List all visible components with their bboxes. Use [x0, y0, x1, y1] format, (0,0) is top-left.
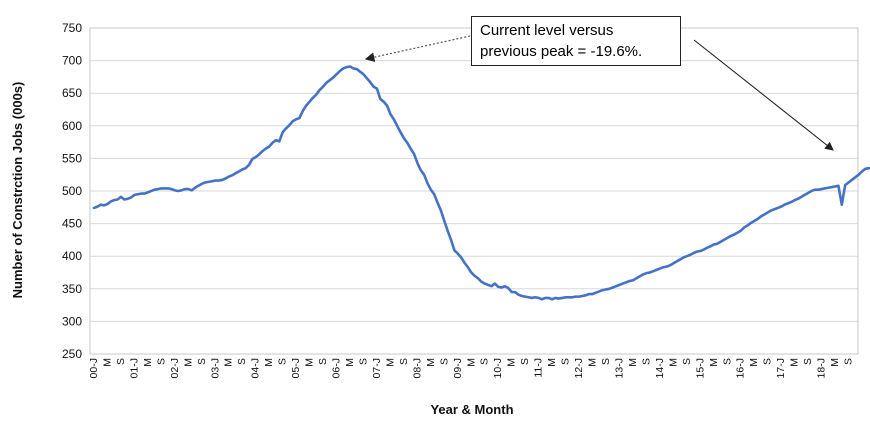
x-tick-label: M [708, 358, 720, 367]
x-tick-label: 12-J [573, 358, 585, 378]
x-tick-label: 07-J [371, 358, 383, 378]
x-tick-label: M [344, 358, 356, 367]
annotation-arrow-to-current [693, 39, 834, 151]
x-tick-label: 01-J [128, 358, 140, 378]
x-tick-label: S [640, 358, 652, 365]
x-tick-label: M [829, 358, 841, 367]
x-tick-label: M [142, 358, 154, 367]
x-tick-label: 04-J [250, 358, 262, 378]
x-axis-title: Year & Month [430, 402, 513, 417]
x-tick-label: S [802, 358, 814, 365]
y-axis-title: Number of Constrction Jobs (000s) [10, 82, 25, 299]
x-tick-label: 18-J [816, 358, 828, 378]
x-tick-label: M [506, 358, 518, 367]
y-tick-label: 300 [62, 314, 82, 328]
x-tick-label: S [155, 358, 167, 365]
x-tick-label: M [102, 358, 114, 367]
x-tick-label: 13-J [614, 358, 626, 378]
x-tick-label: S [196, 358, 208, 365]
x-tick-label: S [762, 358, 774, 365]
x-tick-label: 05-J [290, 358, 302, 378]
x-tick-label: M [304, 358, 316, 367]
x-tick-label: M [182, 358, 194, 367]
x-tick-label: S [519, 358, 531, 365]
x-tick-label: 06-J [331, 358, 343, 378]
x-tick-label: S [843, 358, 855, 365]
x-tick-label: S [115, 358, 127, 365]
y-tick-label: 350 [62, 282, 82, 296]
x-tick-label: 03-J [209, 358, 221, 378]
x-tick-label: 00-J [88, 358, 100, 378]
x-tick-label: S [600, 358, 612, 365]
y-tick-label: 450 [62, 217, 82, 231]
annotation-text-line2: previous peak = -19.6%. [480, 43, 643, 60]
x-tick-label: M [667, 358, 679, 367]
x-tick-label: 02-J [169, 358, 181, 378]
x-tick-label: S [560, 358, 572, 365]
x-tick-label: M [587, 358, 599, 367]
x-tick-label: S [317, 358, 329, 365]
x-tick-label: 17-J [775, 358, 787, 378]
x-tick-label: S [721, 358, 733, 365]
x-tick-label: M [425, 358, 437, 367]
x-tick-label: S [236, 358, 248, 365]
y-tick-label: 650 [62, 86, 82, 100]
series-line-construction-jobs [92, 65, 870, 301]
x-tick-label: S [277, 358, 289, 365]
x-tick-label: 10-J [492, 358, 504, 378]
annotation-box: Current level versus previous peak = -19… [471, 16, 681, 66]
x-tick-label: M [789, 358, 801, 367]
y-tick-label: 250 [62, 347, 82, 361]
annotation-arrow-to-peak [364, 35, 471, 62]
x-tick-label: M [465, 358, 477, 367]
x-tick-label: 08-J [411, 358, 423, 378]
x-tick-label: 14-J [654, 358, 666, 378]
gridlines [90, 27, 858, 355]
x-tick-label: 15-J [694, 358, 706, 378]
y-tick-label: 700 [62, 54, 82, 68]
y-tick-label: 750 [62, 21, 82, 35]
x-tick-label: S [681, 358, 693, 365]
x-axis-tick-labels: 00-J M S 01-J M S 02-J M S 03-J M S 04-J M S 05-J M S 06-J… [88, 358, 855, 378]
y-tick-label: 500 [62, 184, 82, 198]
x-tick-label: M [627, 358, 639, 367]
x-tick-label: S [438, 358, 450, 365]
y-axis-tick-labels: 250 300 350 400 450 500 550 600 650 700 750 [62, 21, 82, 361]
x-tick-label: 09-J [452, 358, 464, 378]
x-tick-label: 16-J [735, 358, 747, 378]
x-tick-label: M [546, 358, 558, 367]
x-tick-label: M [748, 358, 760, 367]
x-tick-label: S [398, 358, 410, 365]
y-tick-label: 550 [62, 151, 82, 165]
x-tick-label: 11-J [533, 358, 545, 378]
y-tick-label: 400 [62, 249, 82, 263]
annotation-text-line1: Current level versus [480, 22, 614, 39]
y-tick-label: 600 [62, 119, 82, 133]
x-tick-label: S [358, 358, 370, 365]
x-tick-label: M [263, 358, 275, 367]
x-tick-label: M [384, 358, 396, 367]
x-tick-label: S [479, 358, 491, 365]
x-tick-label: M [223, 358, 235, 367]
